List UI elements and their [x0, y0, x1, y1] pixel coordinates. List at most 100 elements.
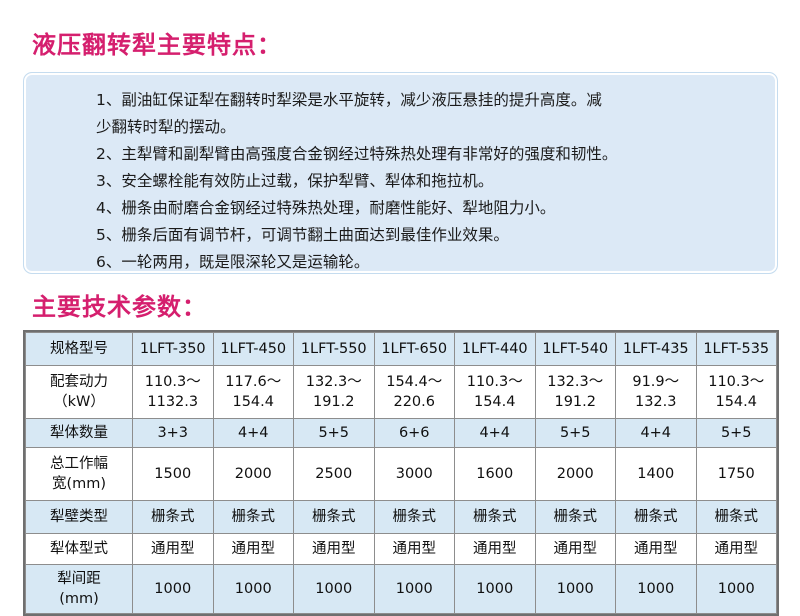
table-cell: 1000 [534, 564, 616, 614]
table-cell: 3000 [373, 447, 455, 501]
cell-line2: 154.4 [715, 394, 757, 410]
table-cell: 1000 [454, 564, 536, 614]
row-label-line2: 宽(mm) [51, 476, 107, 492]
table-cell: 4+4 [212, 418, 294, 448]
cell-line2: 132.3 [634, 394, 677, 410]
table-cell: 5+5 [534, 418, 616, 448]
table-row: 配套动力 （kW） 110.3～ 1132.3 117.6～ 154.4 132… [25, 365, 777, 419]
table-cell: 1000 [695, 564, 777, 614]
table-cell: 110.3～ 154.4 [695, 365, 777, 419]
table-header-model: 1LFT-535 [695, 332, 777, 366]
feature-item-4-line1: 4、栅条由耐磨合金钢经过特殊热处理，耐磨性能好、犁地阻力小。 [96, 199, 556, 217]
cell-line1: 110.3～ [708, 374, 765, 390]
cell-line2: 220.6 [393, 394, 435, 410]
feature-item-3-line1: 3、安全螺栓能有效防止过载，保护犁臂、犁体和拖拉机。 [96, 172, 494, 190]
cell-line2: 154.4 [473, 394, 516, 410]
table-cell: 1000 [373, 564, 455, 614]
document-page: 液压翻转犁主要特点： 1、副油缸保证犁在翻转时犁梁是水平旋转，减少液压悬挂的提升… [23, 30, 779, 616]
table-row: 犁壁类型 栅条式 栅条式 栅条式 栅条式 栅条式 栅条式 栅条式 栅条式 [25, 500, 777, 534]
page-title-features: 液压翻转犁主要特点： [32, 30, 282, 59]
list-item-continuation: 少翻转时犁的摆动。 [96, 114, 759, 141]
features-callout-box: 1、副油缸保证犁在翻转时犁梁是水平旋转，减少液压悬挂的提升高度。减 少翻转时犁的… [23, 72, 778, 274]
row-label-line1: 配套动力 [50, 374, 108, 390]
table-cell: 110.3～ 154.4 [454, 365, 536, 419]
table-row: 总工作幅 宽(mm) 1500 2000 2500 3000 1600 2000… [25, 447, 777, 501]
table-cell: 1000 [293, 564, 375, 614]
table-header-model: 1LFT-550 [293, 332, 375, 366]
table-cell: 2000 [212, 447, 294, 501]
list-item: 5、栅条后面有调节杆，可调节翻土曲面达到最佳作业效果。 [96, 222, 759, 249]
table-cell: 通用型 [373, 533, 455, 565]
table-cell: 1000 [132, 564, 214, 614]
table-cell: 1600 [454, 447, 536, 501]
feature-item-1-line2: 少翻转时犁的摆动。 [96, 118, 236, 136]
list-item: 3、安全螺栓能有效防止过载，保护犁臂、犁体和拖拉机。 [96, 168, 759, 195]
table-cell: 通用型 [534, 533, 616, 565]
table-cell: 栅条式 [534, 500, 616, 534]
cell-line2: 191.2 [312, 394, 355, 410]
table-row: 犁间距 (mm) 1000 1000 1000 1000 1000 1000 1… [25, 564, 777, 614]
table-row-label: 总工作幅 宽(mm) [25, 447, 133, 501]
cell-line1: 117.6～ [225, 374, 282, 390]
table-header-model: 1LFT-650 [373, 332, 455, 366]
table-row-label: 配套动力 （kW） [25, 365, 133, 419]
table-cell: 117.6～ 154.4 [212, 365, 294, 419]
table-cell: 1500 [132, 447, 214, 501]
table-cell: 通用型 [454, 533, 536, 565]
table-row-label: 犁体数量 [25, 418, 133, 448]
cell-line1: 132.3～ [547, 374, 604, 390]
table-cell: 栅条式 [132, 500, 214, 534]
table-row-label: 犁壁类型 [25, 500, 133, 534]
cell-line2: 1132.3 [147, 394, 199, 410]
table-cell: 91.9～ 132.3 [615, 365, 697, 419]
table-cell: 4+4 [615, 418, 697, 448]
table-cell: 1000 [615, 564, 697, 614]
feature-item-2-line1: 2、主犁臂和副犁臂由高强度合金钢经过特殊热处理有非常好的强度和韧性。 [96, 145, 618, 163]
table-cell: 154.4～ 220.6 [373, 365, 455, 419]
table-cell: 栅条式 [695, 500, 777, 534]
page-title-specs: 主要技术参数： [32, 292, 207, 321]
table-row-label: 犁间距 (mm) [25, 564, 133, 614]
row-label-line2: (mm) [59, 591, 99, 607]
table-cell: 5+5 [293, 418, 375, 448]
feature-item-6-line1: 6、一轮两用，既是限深轮又是运输轮。 [96, 253, 370, 271]
table-cell: 栅条式 [212, 500, 294, 534]
table-cell: 110.3～ 1132.3 [132, 365, 214, 419]
cell-line1: 154.4～ [386, 374, 443, 390]
table-cell: 3+3 [132, 418, 214, 448]
cell-line2: 154.4 [232, 394, 274, 410]
table-cell: 通用型 [132, 533, 214, 565]
table-cell: 4+4 [454, 418, 536, 448]
table-header-model: 1LFT-540 [534, 332, 616, 366]
table-cell: 栅条式 [615, 500, 697, 534]
row-label-line2: （kW） [53, 394, 105, 410]
spec-table: 规格型号 1LFT-350 1LFT-450 1LFT-550 1LFT-650… [25, 332, 777, 614]
table-cell: 132.3～ 191.2 [293, 365, 375, 419]
cell-line1: 110.3～ [144, 374, 201, 390]
row-label-line1: 总工作幅 [50, 456, 108, 472]
table-header-model: 1LFT-440 [454, 332, 536, 366]
table-cell: 通用型 [615, 533, 697, 565]
features-list: 1、副油缸保证犁在翻转时犁梁是水平旋转，减少液压悬挂的提升高度。减 少翻转时犁的… [96, 87, 759, 276]
table-cell: 2500 [293, 447, 375, 501]
table-cell: 栅条式 [454, 500, 536, 534]
list-item: 4、栅条由耐磨合金钢经过特殊热处理，耐磨性能好、犁地阻力小。 [96, 195, 759, 222]
list-item: 6、一轮两用，既是限深轮又是运输轮。 [96, 249, 759, 276]
table-cell: 5+5 [695, 418, 777, 448]
table-cell: 2000 [534, 447, 616, 501]
cell-line1: 132.3～ [305, 374, 362, 390]
table-header-model: 1LFT-350 [132, 332, 214, 366]
table-header-model: 1LFT-450 [212, 332, 294, 366]
table-header-label: 规格型号 [25, 332, 133, 366]
table-cell: 1750 [695, 447, 777, 501]
table-row-header: 规格型号 1LFT-350 1LFT-450 1LFT-550 1LFT-650… [25, 332, 777, 366]
table-row-label: 犁体型式 [25, 533, 133, 565]
table-cell: 1400 [615, 447, 697, 501]
row-label-line1: 犁间距 [57, 571, 101, 587]
table-cell: 通用型 [293, 533, 375, 565]
spec-table-container: 规格型号 1LFT-350 1LFT-450 1LFT-550 1LFT-650… [23, 330, 779, 616]
cell-line2: 191.2 [554, 394, 596, 410]
table-cell: 通用型 [212, 533, 294, 565]
table-cell: 栅条式 [293, 500, 375, 534]
table-header-model: 1LFT-435 [615, 332, 697, 366]
